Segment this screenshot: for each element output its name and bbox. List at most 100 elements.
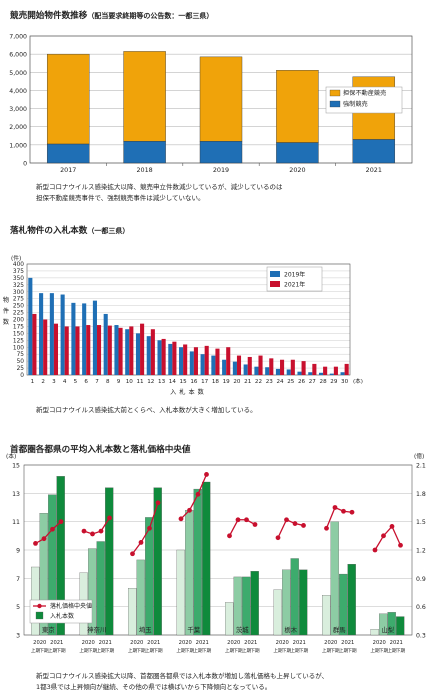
line-point [187, 507, 192, 513]
bar-強制競売 [199, 141, 243, 164]
x-tick-label: 12 [147, 379, 154, 385]
x-tick-label: 11 [136, 379, 144, 385]
line-point [98, 528, 104, 534]
x-tick-label: 13 [158, 379, 166, 385]
y-tick-label: 375 [13, 269, 24, 275]
bar-千葉 [202, 481, 211, 636]
right-tick-label: 1.2 [416, 548, 426, 555]
x-tick-label: 2021 [366, 166, 382, 174]
line-茨城 [228, 519, 256, 537]
legend-label: 2021年 [284, 281, 305, 289]
period-half-label: 下期 [233, 648, 243, 654]
bar-2019年 [211, 355, 216, 375]
period-year-label: 2021 [50, 640, 63, 646]
period-year-label: 2021 [390, 640, 403, 646]
period-half-label: 上期 [176, 647, 186, 654]
chart2-title: 落札物件の入札本数（一都三県） [10, 226, 130, 236]
line-point [178, 516, 184, 522]
x-tick-label: 17 [201, 379, 209, 385]
bar-群馬 [339, 573, 348, 636]
bar-2021年 [161, 338, 166, 375]
x-tick-label: 19 [223, 379, 231, 385]
period-half-label: 上期 [242, 647, 252, 654]
bar-2021年 [64, 326, 69, 375]
bar-茨城 [233, 576, 242, 636]
bar-2021年 [323, 366, 328, 375]
bar-山梨 [387, 612, 396, 636]
bar-2019年 [135, 333, 141, 375]
line-point [372, 547, 378, 553]
period-half-label: 上期 [322, 647, 332, 654]
line-point [33, 540, 38, 546]
chart3-note: 新型コロナウイルス感染拡大以降、首都圏各都県では入札本数が増加し落札価格も上昇し… [36, 672, 329, 691]
bar-担保不動産競売 [199, 56, 243, 142]
period-half-label: 下期 [39, 648, 49, 654]
x-tick-label: 26 [298, 379, 306, 385]
y-tick-label: 225 [13, 311, 24, 317]
right-tick-label: 2.1 [416, 463, 426, 470]
chart3-svg: (本) (億) 3 5 7 9 11 13 15 0.3 0.6 0.9 1.2 1.5 1.8 2.1 東京 2… [6, 452, 426, 654]
category-label: 山梨 [381, 625, 394, 634]
left-tick-label: 11 [12, 519, 20, 526]
bar-東京 [39, 513, 48, 636]
bar-2019年 [189, 351, 194, 375]
x-tick-label: 16 [190, 379, 198, 385]
line-point [81, 528, 87, 534]
x-tick-label: 27 [309, 379, 317, 385]
category-label: 茨城 [236, 625, 249, 634]
bar-2021年 [32, 313, 37, 375]
period-half-label: 下期 [396, 648, 406, 654]
x-tick-label: 30 [341, 379, 349, 385]
period-year-label: 2020 [130, 640, 143, 646]
period-half-label: 上期 [96, 647, 106, 654]
bar-2021年 [107, 325, 112, 375]
line-point [389, 523, 395, 529]
line-point [324, 525, 329, 531]
bar-2021年 [344, 363, 349, 375]
x-tick-label: 2018 [136, 166, 152, 174]
period-half-label: 上期 [79, 647, 89, 654]
y-tick-label: 300 [13, 290, 24, 296]
chart1-svg: 0 1,000 2,000 3,000 4,000 5,000 6,000 7,000 2017… [9, 34, 413, 174]
x-tick-label: 2017 [60, 166, 76, 174]
line-point [58, 519, 64, 525]
bar-2021年 [129, 326, 134, 375]
bar-2021年 [333, 366, 338, 375]
period-year-label: 2020 [276, 640, 289, 646]
x-tick-label: 28 [320, 379, 328, 385]
bar-2021年 [226, 347, 231, 375]
left-axis-unit: (本) [6, 452, 16, 460]
period-half-label: 下期 [347, 648, 357, 654]
period-year-label: 2020 [324, 640, 337, 646]
period-half-label: 下期 [330, 648, 340, 654]
bar-担保不動産競売 [123, 51, 166, 142]
period-half-label: 上期 [193, 647, 203, 654]
bar-2019年 [82, 303, 87, 375]
y-tick-label: 250 [13, 304, 24, 310]
bar-神奈川 [105, 487, 114, 636]
bar-2021年 [280, 359, 285, 375]
bar-埼玉 [136, 559, 145, 636]
plot-frame [23, 464, 413, 636]
line-point [398, 542, 403, 548]
left-tick-label: 15 [12, 463, 20, 470]
line-栃木 [277, 518, 304, 539]
period-half-label: 上期 [273, 647, 283, 654]
line-point [90, 531, 95, 537]
x-axis-unit: (本) [353, 377, 363, 385]
legend-swatch [329, 89, 341, 97]
bar-2021年 [140, 323, 145, 375]
y-tick-label: 350 [13, 276, 24, 282]
y-tick-label: 200 [13, 318, 24, 324]
period-year-label: 2021 [196, 640, 209, 646]
x-tick-label: 2019 [213, 166, 229, 174]
line-point [130, 551, 135, 557]
x-axis-label: 入札本数 [170, 388, 207, 396]
bar-2019年 [318, 372, 324, 375]
x-tick-label: 5 [74, 379, 78, 385]
line-山梨 [374, 525, 402, 551]
bar-栃木 [290, 558, 299, 636]
left-tick-label: 5 [16, 604, 20, 611]
period-half-label: 上期 [225, 647, 235, 654]
x-tick-label: 2020 [289, 166, 305, 174]
